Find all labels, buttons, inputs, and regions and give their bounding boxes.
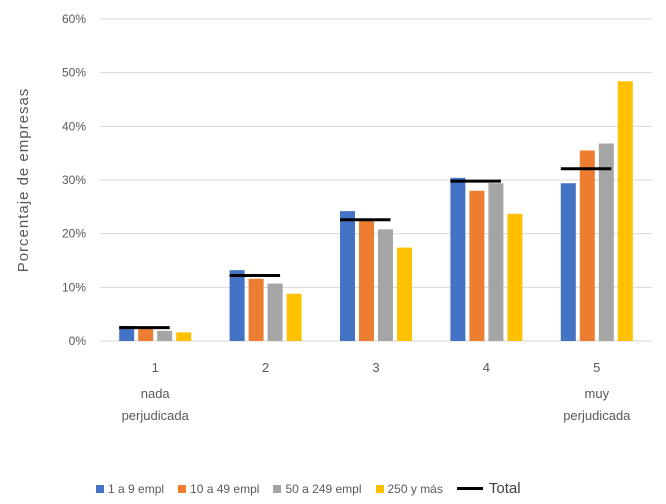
bar: [378, 229, 393, 341]
legend-item-1-a-9: 1 a 9 empl: [96, 482, 164, 496]
legend-swatch-50-a-249: [273, 484, 282, 493]
y-tick-label: 10%: [62, 280, 86, 294]
y-axis-title: Porcentaje de empresas: [15, 88, 32, 273]
x-tick-sublabel: muy: [585, 386, 610, 401]
legend-label-total: Total: [488, 480, 521, 497]
legend-swatch-250-y-mas: [375, 484, 384, 493]
x-tick-label: 1: [152, 360, 159, 375]
legend-label-1-a-9: 1 a 9 empl: [108, 481, 165, 496]
x-tick-sublabel: nada: [141, 386, 171, 401]
y-tick-label: 0%: [69, 334, 87, 348]
legend-swatch-1-a-9: [96, 484, 104, 493]
legend-line-total: [456, 487, 483, 490]
bar: [560, 183, 576, 341]
y-tick-label: 30%: [62, 173, 86, 187]
bar: [229, 270, 245, 341]
x-tick-label: 2: [262, 360, 269, 375]
bar: [157, 330, 173, 341]
legend-item-250-y-mas: 250 y más: [375, 481, 443, 496]
bar: [488, 183, 504, 341]
bar: [138, 327, 154, 341]
y-tick-label: 60%: [62, 12, 86, 26]
legend-label-50-a-249: 50 a 249 empl: [285, 481, 362, 496]
bar: [507, 213, 523, 341]
y-tick-label: 40%: [62, 119, 86, 133]
legend-label-10-a-49: 10 a 49 empl: [190, 481, 260, 496]
bar: [579, 150, 595, 341]
x-tick-sublabel: perjudicada: [122, 408, 190, 423]
legend: 1 a 9 empl 10 a 49 empl 50 a 249 empl 25…: [96, 480, 535, 497]
legend-item-10-a-49: 10 a 49 empl: [178, 482, 259, 496]
bar: [119, 325, 135, 341]
legend-item-50-a-249: 50 a 249 empl: [273, 481, 362, 496]
bar: [397, 247, 412, 341]
legend-swatch-10-a-49: [178, 484, 187, 493]
x-tick-label: 5: [593, 360, 600, 375]
x-tick-label: 3: [372, 360, 379, 375]
bar: [267, 283, 283, 341]
x-tick-label: 4: [483, 360, 490, 375]
x-tick-sublabel: perjudicada: [563, 408, 631, 423]
bar: [248, 278, 264, 341]
bar: [340, 211, 355, 341]
bar: [598, 143, 614, 341]
bar: [359, 220, 374, 341]
bar: [617, 81, 633, 342]
bar-chart: 0% 10% 20% 30% 40% 50% 60% Porcentaje de empres…: [15, 12, 652, 423]
bar: [469, 190, 485, 341]
y-tick-label: 50%: [62, 66, 86, 80]
legend-item-total: Total: [456, 480, 521, 497]
bar: [450, 177, 466, 341]
bar: [286, 293, 302, 341]
legend-label-250-y-mas: 250 y más: [387, 481, 443, 496]
y-tick-label: 20%: [62, 227, 86, 241]
bar: [176, 332, 192, 341]
